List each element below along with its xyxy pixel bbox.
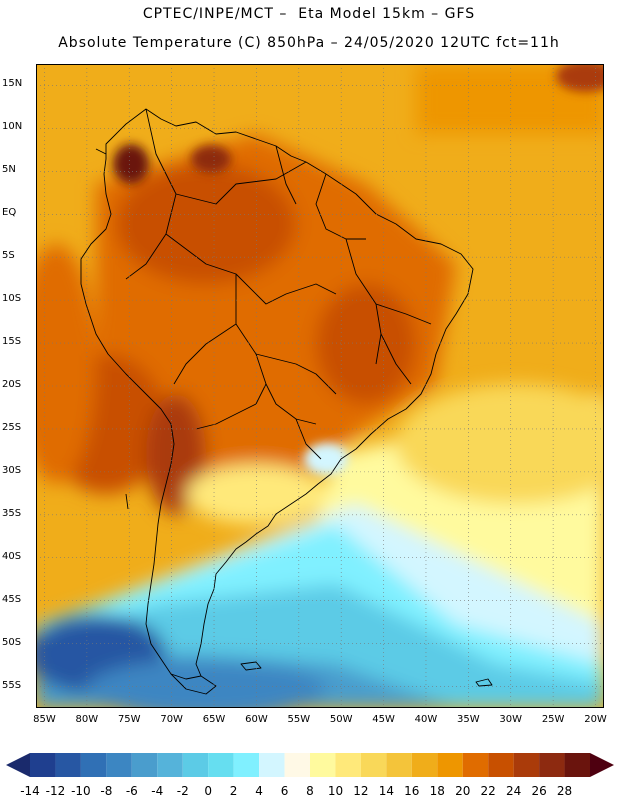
colorbar-tick-label: 14 xyxy=(378,784,394,798)
lon-label: 25W xyxy=(541,714,565,725)
lon-label: 50W xyxy=(329,714,353,725)
lat-label: 10S xyxy=(2,293,22,305)
lon-label: 30W xyxy=(499,714,523,725)
lat-label: 5N xyxy=(2,164,16,176)
colorbar-swatch xyxy=(539,753,565,777)
field-uruguay-cool xyxy=(304,443,348,475)
color-scale-bar xyxy=(6,753,614,777)
lat-label: 45S xyxy=(2,593,22,605)
colorbar-swatch xyxy=(131,753,158,777)
colorbar-swatch xyxy=(208,753,234,777)
colorbar-tick-label: 0 xyxy=(204,784,212,798)
lat-label: 25S xyxy=(2,421,22,433)
colorbar-swatch xyxy=(182,753,209,777)
colorbar-swatch xyxy=(284,753,310,777)
colorbar-swatch xyxy=(106,753,132,777)
colorbar-swatch xyxy=(335,753,361,777)
colorbar-max-arrow xyxy=(590,753,614,777)
colorbar-swatch xyxy=(462,753,489,777)
lon-label: 60W xyxy=(245,714,268,725)
colorbar-tick-label: 28 xyxy=(556,784,573,798)
colorbar-swatch xyxy=(30,753,56,777)
colorbar-tick-label: 16 xyxy=(404,784,420,798)
field-venezuela-hot xyxy=(191,145,231,173)
colorbar-swatch xyxy=(310,753,336,777)
colorbar-tick-label: 8 xyxy=(306,784,314,798)
lat-label: 35S xyxy=(2,507,22,519)
lon-label: 75W xyxy=(117,714,141,725)
lat-label: 50S xyxy=(2,636,22,648)
lat-label: 15N xyxy=(2,78,23,90)
colorbar-swatch xyxy=(55,753,81,777)
south-islands xyxy=(95,148,493,695)
lon-label: 40W xyxy=(414,714,438,725)
lon-label: 70W xyxy=(160,714,183,725)
colorbar-tick-label: -12 xyxy=(45,784,66,798)
colorbar-tick-label: 10 xyxy=(327,784,344,798)
colorbar-swatch xyxy=(80,753,107,777)
lat-label: 5S xyxy=(2,250,15,262)
colorbar-tick-label: -8 xyxy=(100,784,113,798)
map-title-line2: Absolute Temperature (C) 850hPa – 24/05/… xyxy=(58,35,560,51)
lon-label: 85W xyxy=(33,714,56,725)
field-south-m6 xyxy=(86,659,326,708)
field-ne-brazil-warm xyxy=(316,284,416,404)
south-america-coastline xyxy=(80,108,474,680)
colorbar-min-arrow xyxy=(6,753,30,777)
lat-label: 20S xyxy=(2,379,22,390)
colorbar-tick-label: 4 xyxy=(255,784,263,798)
lat-label: 55S xyxy=(2,679,22,691)
lon-label: 55W xyxy=(287,714,311,725)
colorbar-tick-label: 12 xyxy=(353,784,369,798)
colorbar-tick-label: 2 xyxy=(229,784,238,798)
colorbar-tick-label: 22 xyxy=(480,784,496,798)
colorbar-tick-label: -14 xyxy=(20,784,40,798)
colorbar-tick-label: 18 xyxy=(429,784,445,798)
colorbar-tick-label: -6 xyxy=(125,784,138,798)
lat-label: 40S xyxy=(2,550,22,562)
colorbar-tick-label: 26 xyxy=(531,784,547,798)
field-patagonia-mid xyxy=(186,464,326,524)
lat-label: 30S xyxy=(2,464,22,476)
lon-label: 45W xyxy=(372,714,395,725)
colorbar-swatch xyxy=(488,753,514,777)
coastlines xyxy=(80,108,493,695)
colorbar-swatch xyxy=(360,753,387,777)
lat-label: EQ xyxy=(2,207,17,219)
colorbar-swatch xyxy=(411,753,438,777)
colorbar-tick-label: 20 xyxy=(455,784,471,798)
temperature-map xyxy=(36,64,604,708)
lon-label: 65W xyxy=(202,714,226,725)
country-borders xyxy=(125,108,432,460)
colorbar-swatch xyxy=(157,753,183,777)
field-ne-corner-hot xyxy=(556,64,604,92)
colorbar-tick-label: -10 xyxy=(71,784,91,798)
colorbar-swatch xyxy=(233,753,260,777)
field-pacific-west xyxy=(36,244,96,484)
lon-label: 20W xyxy=(584,714,607,725)
colorbar-swatch xyxy=(513,753,540,777)
lat-label: 10N xyxy=(2,121,23,133)
colorbar-swatch xyxy=(437,753,463,777)
lat-lon-grid xyxy=(36,64,604,708)
lon-label: 80W xyxy=(75,714,99,725)
field-amazon-warm xyxy=(116,164,296,284)
field-colombia-hot xyxy=(113,144,149,184)
lat-label: 15S xyxy=(2,336,22,348)
colorbar-swatch xyxy=(259,753,285,777)
colorbar-tick-label: -2 xyxy=(176,784,189,798)
map-frame xyxy=(36,64,604,708)
colorbar-swatch xyxy=(564,753,590,777)
field-south-atlantic-warm xyxy=(396,384,604,504)
colorbar-tick-label: -4 xyxy=(151,784,164,798)
lon-label: 35W xyxy=(457,714,480,725)
map-title-line1: CPTEC/INPE/MCT – Eta Model 15km – GFS xyxy=(142,6,476,22)
colorbar-tick-label: 6 xyxy=(280,784,289,798)
colorbar-swatch xyxy=(386,753,412,777)
colorbar-tick-label: 24 xyxy=(505,784,522,798)
